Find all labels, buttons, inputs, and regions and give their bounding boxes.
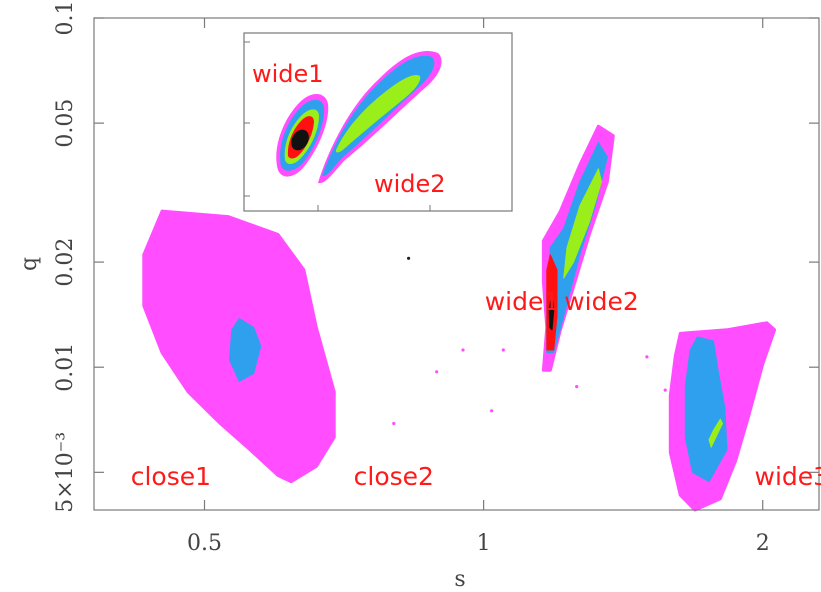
region-label-close1: close1 — [131, 462, 211, 491]
scatter-point — [575, 385, 579, 389]
scatter-point — [645, 355, 649, 359]
y-tick-label: 0.1 — [53, 1, 78, 36]
y-tick-label: 5×10⁻³ — [53, 432, 78, 513]
inset-panel: wide1 wide2 — [243, 32, 513, 212]
density-region-close1-core-1 — [229, 317, 262, 382]
density-region-wide3-core-8 — [684, 336, 728, 483]
y-tick-label: 0.02 — [53, 238, 78, 287]
scatter-point — [392, 421, 396, 426]
region-label-wide2: wide2 — [564, 287, 639, 316]
density-regions — [142, 124, 777, 512]
plot-frame — [93, 17, 820, 511]
scatter-point — [435, 370, 439, 374]
inset-wide2-blob — [318, 50, 442, 184]
scatter-point — [663, 388, 667, 392]
y-tick-label: 0.05 — [53, 99, 78, 148]
x-axis-title: s — [454, 567, 465, 592]
scatter-point — [490, 409, 494, 413]
density-region-wide1-peak-6 — [548, 295, 555, 331]
inset-wide1-blob — [276, 93, 329, 177]
density-region-wide2-high-4 — [563, 168, 602, 279]
scatter-point — [461, 348, 465, 352]
y-axis-title: q — [17, 257, 42, 271]
axis-ticks: 0.5 1 2 5×10⁻³ 0.01 0.02 0.05 0.1 — [53, 1, 819, 556]
region-label-wide1: wide1 — [485, 287, 560, 316]
density-region-wide3-high-9 — [708, 418, 723, 448]
inset-label-wide2: wide2 — [374, 170, 446, 198]
x-tick-label: 1 — [477, 531, 491, 556]
inset-tick-marks — [244, 41, 431, 211]
scatter-points — [392, 256, 667, 426]
y-tick-label: 0.01 — [53, 343, 78, 392]
region-label-wide3: wide3 — [755, 462, 821, 491]
x-tick-label: 2 — [756, 531, 770, 556]
x-tick-label: 0.5 — [187, 531, 222, 556]
scatter-point — [407, 256, 411, 260]
inset-label-wide1: wide1 — [252, 60, 324, 88]
region-label-close2: close2 — [354, 462, 434, 491]
scatter-point — [501, 348, 505, 352]
